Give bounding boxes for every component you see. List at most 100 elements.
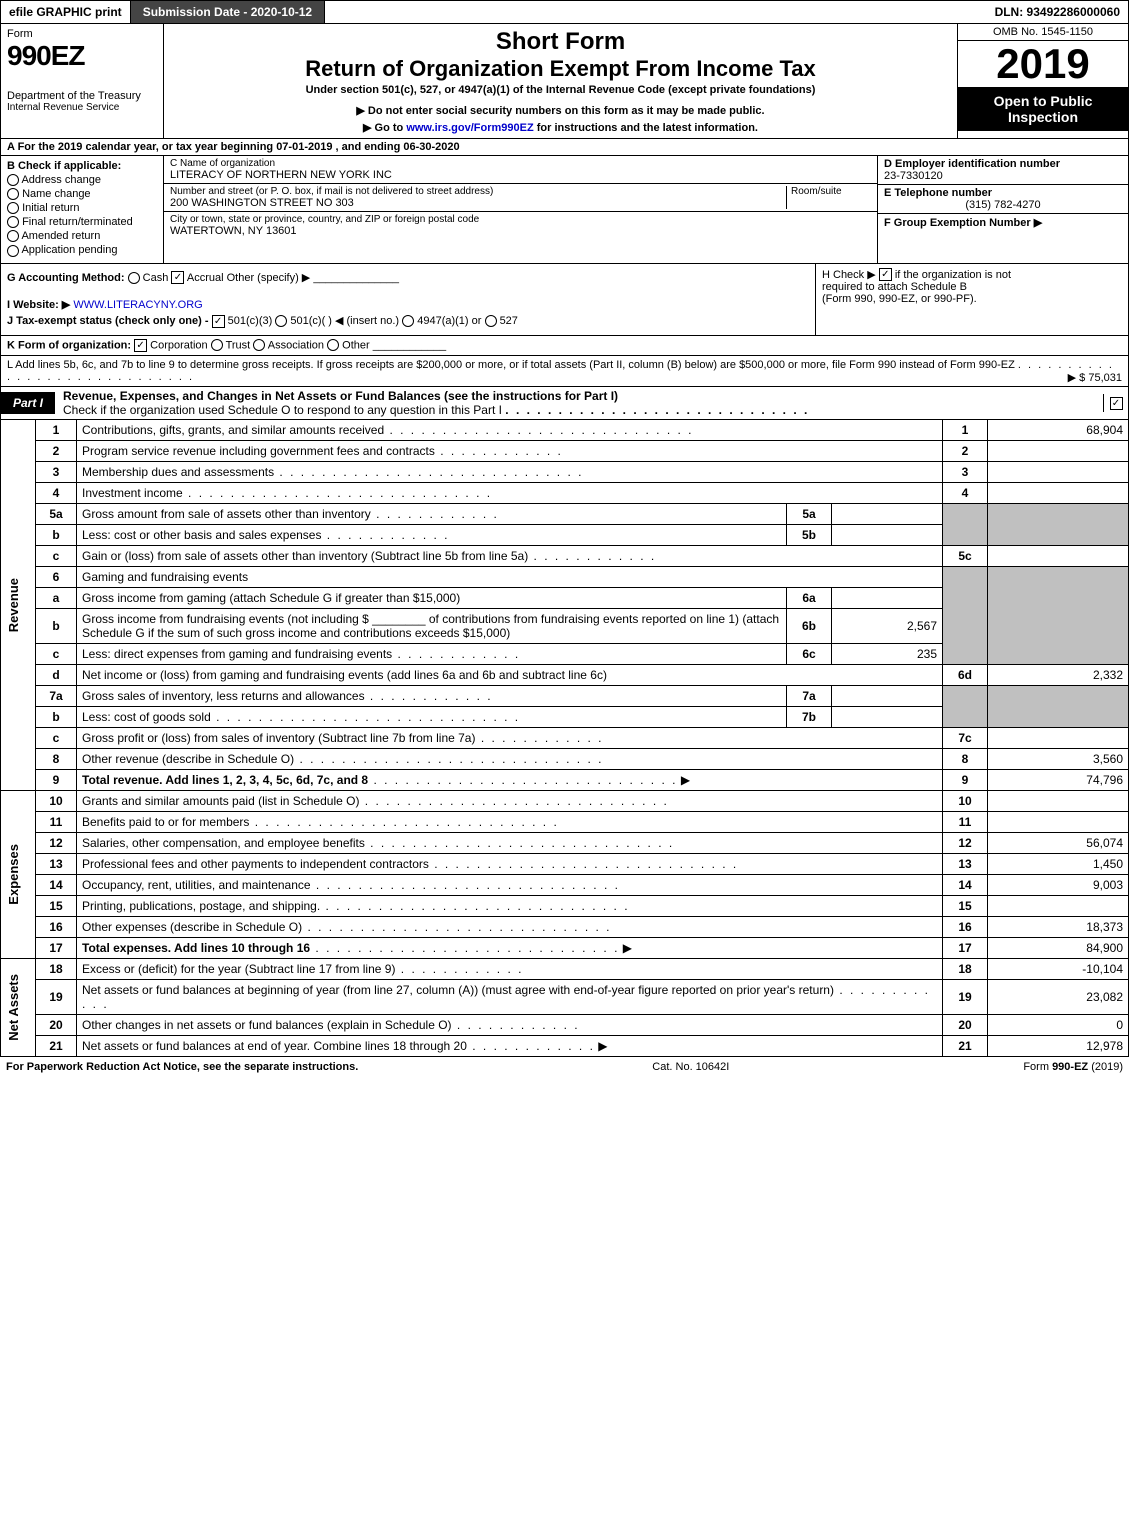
section-h: H Check ▶ if the organization is not req… <box>815 264 1128 335</box>
row-a-taxyear: A For the 2019 calendar year, or tax yea… <box>0 139 1129 156</box>
line-7c: c Gross profit or (loss) from sales of i… <box>1 727 1129 748</box>
line-16: 16 Other expenses (describe in Schedule … <box>1 916 1129 937</box>
chk-name-change[interactable]: Name change <box>7 188 157 200</box>
expenses-vert: Expenses <box>1 790 36 958</box>
footer-center: Cat. No. 10642I <box>652 1061 729 1073</box>
section-f: F Group Exemption Number ▶ <box>878 214 1128 231</box>
do-not-enter: Do not enter social security numbers on … <box>170 104 951 117</box>
h-line1b: if the organization is not <box>895 269 1011 281</box>
j-4947[interactable] <box>402 315 414 327</box>
dln-label: DLN: 93492286000060 <box>987 1 1128 23</box>
footer-right: Form 990-EZ (2019) <box>1023 1061 1123 1073</box>
line-8: 8 Other revenue (describe in Schedule O)… <box>1 748 1129 769</box>
g-cash-radio[interactable] <box>128 272 140 284</box>
netassets-vert: Net Assets <box>1 958 36 1056</box>
submission-date: Submission Date - 2020-10-12 <box>130 1 325 23</box>
city-label: City or town, state or province, country… <box>170 214 871 225</box>
phone-label: E Telephone number <box>884 187 1122 199</box>
part1-tab: Part I <box>1 392 55 414</box>
line-20: 20 Other changes in net assets or fund b… <box>1 1014 1129 1035</box>
section-g: G Accounting Method: Cash Accrual Other … <box>7 271 809 285</box>
g-label: G Accounting Method: <box>7 272 125 284</box>
section-j: J Tax-exempt status (check only one) - 5… <box>7 314 809 328</box>
k-label: K Form of organization: <box>7 339 131 351</box>
g-other: Other (specify) ▶ <box>227 272 311 284</box>
header-left: Form 990EZ Department of the Treasury In… <box>1 24 164 138</box>
phone-value: (315) 782-4270 <box>884 199 1122 211</box>
section-e: E Telephone number (315) 782-4270 <box>878 185 1128 214</box>
under-section: Under section 501(c), 527, or 4947(a)(1)… <box>170 84 951 96</box>
open-to-public: Open to Public Inspection <box>958 87 1128 131</box>
line-9: 9 Total revenue. Add lines 1, 2, 3, 4, 5… <box>1 769 1129 790</box>
k-assoc[interactable] <box>253 339 265 351</box>
header-right: OMB No. 1545-1150 2019 Open to Public In… <box>957 24 1128 138</box>
line-6d: d Net income or (loss) from gaming and f… <box>1 664 1129 685</box>
chk-initial-return[interactable]: Initial return <box>7 202 157 214</box>
chk-pending[interactable]: Application pending <box>7 244 157 256</box>
line-21: 21 Net assets or fund balances at end of… <box>1 1035 1129 1056</box>
j-label: J Tax-exempt status (check only one) - <box>7 315 212 327</box>
h-line1: H Check ▶ <box>822 269 876 281</box>
chk-amended[interactable]: Amended return <box>7 230 157 242</box>
lines-table: Revenue 1 Contributions, gifts, grants, … <box>0 420 1129 1057</box>
k-other[interactable] <box>327 339 339 351</box>
topbar: efile GRAPHIC print Submission Date - 20… <box>0 0 1129 24</box>
dept-treasury: Department of the Treasury <box>7 90 157 102</box>
line-3: 3 Membership dues and assessments 3 <box>1 461 1129 482</box>
short-form-title: Short Form <box>170 28 951 56</box>
line-15: 15 Printing, publications, postage, and … <box>1 895 1129 916</box>
form-header: Form 990EZ Department of the Treasury In… <box>0 24 1129 139</box>
return-title: Return of Organization Exempt From Incom… <box>170 56 951 82</box>
city-value: WATERTOWN, NY 13601 <box>170 225 871 237</box>
l-amount: ▶ $ 75,031 <box>1068 371 1122 384</box>
goto-line: Go to www.irs.gov/Form990EZ for instruct… <box>170 121 951 134</box>
chk-address-change[interactable]: Address change <box>7 174 157 186</box>
section-b: B Check if applicable: Address change Na… <box>1 156 164 263</box>
omb-number: OMB No. 1545-1150 <box>958 24 1128 41</box>
line-13: 13 Professional fees and other payments … <box>1 853 1129 874</box>
i-label: I Website: ▶ <box>7 299 70 311</box>
section-d: D Employer identification number 23-7330… <box>878 156 1128 185</box>
j-527[interactable] <box>485 315 497 327</box>
street-row: Number and street (or P. O. box, if mail… <box>164 184 877 212</box>
line-12: 12 Salaries, other compensation, and emp… <box>1 832 1129 853</box>
goto-suffix: for instructions and the latest informat… <box>537 122 758 134</box>
topbar-spacer <box>325 1 986 23</box>
line-1: Revenue 1 Contributions, gifts, grants, … <box>1 420 1129 441</box>
website-link[interactable]: WWW.LITERACYNY.ORG <box>73 299 202 311</box>
line-18: Net Assets 18 Excess or (deficit) for th… <box>1 958 1129 979</box>
h-line3: (Form 990, 990-EZ, or 990-PF). <box>822 293 977 305</box>
goto-link[interactable]: www.irs.gov/Form990EZ <box>406 122 533 134</box>
line-14: 14 Occupancy, rent, utilities, and maint… <box>1 874 1129 895</box>
section-b-title: B Check if applicable: <box>7 160 157 172</box>
section-k: K Form of organization: Corporation Trus… <box>0 336 1129 356</box>
gh-block: G Accounting Method: Cash Accrual Other … <box>0 264 1129 336</box>
irs-label: Internal Revenue Service <box>7 102 157 113</box>
tax-year: 2019 <box>958 41 1128 87</box>
chk-final-return[interactable]: Final return/terminated <box>7 216 157 228</box>
line-7a: 7a Gross sales of inventory, less return… <box>1 685 1129 706</box>
h-line2: required to attach Schedule B <box>822 281 967 293</box>
org-name: LITERACY OF NORTHERN NEW YORK INC <box>170 169 871 181</box>
g-accrual-check[interactable] <box>171 271 184 284</box>
h-check[interactable] <box>879 268 892 281</box>
street-value: 200 WASHINGTON STREET NO 303 <box>170 197 786 209</box>
room-label: Room/suite <box>791 186 871 197</box>
info-block: B Check if applicable: Address change Na… <box>0 156 1129 264</box>
group-exemption-label: F Group Exemption Number ▶ <box>884 217 1042 229</box>
ein-label: D Employer identification number <box>884 158 1122 170</box>
gh-left: G Accounting Method: Cash Accrual Other … <box>1 264 815 335</box>
line-17: 17 Total expenses. Add lines 10 through … <box>1 937 1129 958</box>
line-2: 2 Program service revenue including gove… <box>1 440 1129 461</box>
k-corp[interactable] <box>134 339 147 352</box>
section-i: I Website: ▶ WWW.LITERACYNY.ORG <box>7 298 809 311</box>
part1-header: Part I Revenue, Expenses, and Changes in… <box>0 387 1129 420</box>
k-trust[interactable] <box>211 339 223 351</box>
form-word: Form <box>7 28 157 40</box>
j-501c3[interactable] <box>212 315 225 328</box>
header-center: Short Form Return of Organization Exempt… <box>164 24 957 138</box>
line-11: 11 Benefits paid to or for members 11 <box>1 811 1129 832</box>
j-501c[interactable] <box>275 315 287 327</box>
section-l: L Add lines 5b, 6c, and 7b to line 9 to … <box>0 356 1129 387</box>
part1-schedule-o-check[interactable] <box>1103 394 1128 412</box>
